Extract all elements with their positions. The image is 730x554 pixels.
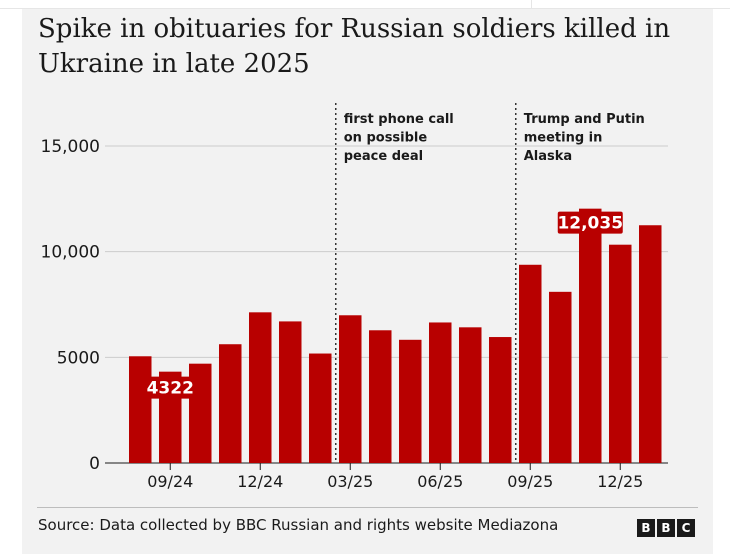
top-divider	[0, 8, 730, 9]
annotation-text: peace deal	[344, 149, 423, 164]
bar	[429, 322, 452, 463]
annotation-text: Trump and Putin	[524, 112, 645, 127]
y-tick-label: 10,000	[41, 243, 100, 263]
bar	[189, 363, 212, 463]
bar	[489, 337, 512, 463]
data-label: 12,035	[557, 214, 623, 234]
source-note: Source: Data collected by BBC Russian an…	[38, 516, 559, 534]
bar	[549, 291, 572, 463]
annotation-text: meeting in	[524, 131, 603, 146]
bar	[609, 244, 632, 463]
data-label-box	[557, 211, 623, 234]
data-label-box	[147, 376, 194, 399]
data-label: 4322	[147, 379, 194, 399]
bbc-logo-letter: B	[637, 519, 655, 537]
source-divider	[37, 507, 698, 508]
annotation-text: first phone call	[344, 112, 454, 127]
annotation-text: Alaska	[524, 149, 572, 164]
bbc-logo-letter: B	[657, 519, 675, 537]
y-tick-label: 0	[89, 454, 100, 474]
x-tick-label: 06/25	[417, 472, 463, 491]
bar	[309, 353, 332, 463]
bar	[459, 327, 482, 463]
x-tick-label: 12/25	[597, 472, 643, 491]
bar	[519, 264, 542, 463]
x-tick-label: 12/24	[237, 472, 283, 491]
bar	[339, 315, 362, 463]
annotation-text: on possible	[344, 131, 428, 146]
bar	[369, 330, 392, 463]
bar	[249, 312, 272, 463]
x-tick-label: 03/25	[327, 472, 373, 491]
bbc-logo: B B C	[637, 519, 695, 537]
bar	[129, 356, 152, 463]
bar	[279, 321, 302, 463]
chart-title: Spike in obituaries for Russian soldiers…	[38, 14, 671, 79]
y-tick-label: 15,000	[41, 137, 100, 157]
bbc-logo-letter: C	[677, 519, 695, 537]
y-tick-label: 5000	[57, 348, 100, 368]
x-tick-label: 09/24	[147, 472, 193, 491]
bar	[639, 225, 662, 463]
bar	[219, 344, 242, 463]
bar	[579, 208, 602, 463]
x-tick-label: 09/25	[507, 472, 553, 491]
bar	[399, 339, 422, 463]
top-divider-tick	[531, 0, 532, 9]
